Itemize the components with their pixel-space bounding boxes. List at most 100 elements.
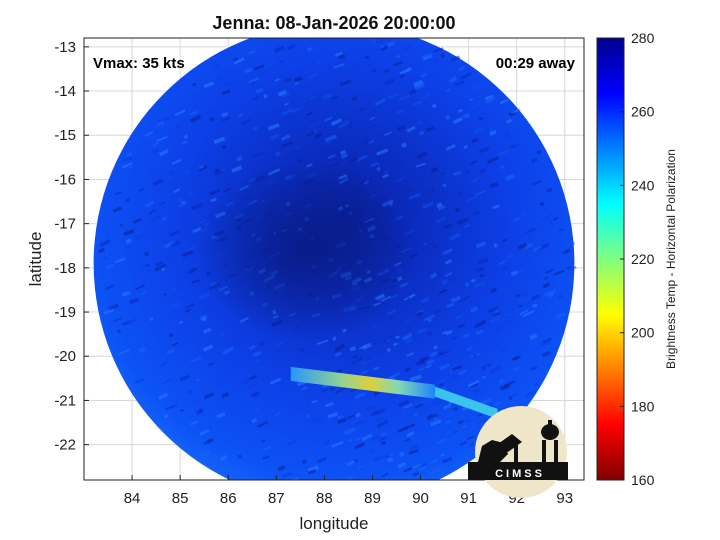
texture-cell [430, 400, 443, 406]
texture-cell [519, 295, 532, 303]
texture-cell [105, 263, 115, 270]
texture-cell [169, 229, 180, 237]
texture-cell [418, 462, 428, 468]
texture-cell [178, 202, 187, 208]
texture-cell [436, 437, 447, 445]
texture-cell [277, 89, 287, 97]
texture-cell [502, 238, 508, 243]
texture-cell [499, 383, 511, 391]
texture-cell [323, 439, 331, 446]
texture-cell [464, 282, 470, 288]
texture-cell [419, 296, 430, 304]
texture-cell [281, 140, 293, 148]
texture-cell [469, 98, 474, 102]
texture-cell [379, 351, 390, 359]
texture-cell [221, 112, 229, 118]
texture-cell [418, 366, 425, 372]
texture-cell [173, 188, 181, 194]
texture-cell [464, 419, 472, 423]
texture-cell [316, 339, 329, 346]
texture-cell [429, 468, 440, 476]
texture-cell [375, 38, 387, 45]
texture-cell [466, 260, 477, 267]
texture-cell [215, 381, 221, 386]
y-tick-label: -19 [54, 304, 76, 321]
texture-cell [398, 451, 405, 458]
texture-cell [376, 419, 389, 428]
texture-cell [277, 465, 286, 472]
texture-cell [280, 133, 291, 142]
texture-cell [423, 314, 435, 322]
texture-cell [413, 413, 418, 416]
texture-cell [376, 148, 389, 156]
texture-cell [457, 419, 464, 425]
texture-cell [470, 306, 479, 313]
warm-core [195, 160, 416, 341]
texture-cell [109, 239, 122, 246]
texture-cell [190, 356, 202, 363]
texture-cell [383, 68, 390, 74]
texture-cell [353, 355, 358, 359]
texture-cell [191, 202, 204, 211]
texture-cell [489, 129, 497, 137]
texture-cell [368, 449, 375, 454]
texture-cell [225, 422, 236, 428]
texture-cell [149, 215, 162, 223]
texture-cell [380, 431, 388, 437]
texture-cell [262, 455, 270, 460]
texture-cell [221, 392, 229, 398]
texture-cell [244, 67, 253, 74]
texture-cell [370, 68, 377, 74]
texture-cell [177, 196, 184, 203]
texture-cell [536, 149, 542, 155]
texture-cell [248, 76, 260, 84]
texture-cell [471, 137, 479, 143]
texture-cell [132, 218, 142, 224]
texture-cell [498, 260, 507, 265]
texture-cell [454, 80, 465, 87]
texture-cell [433, 47, 444, 53]
texture-cell [179, 290, 187, 296]
texture-cell [294, 144, 304, 151]
texture-cell [159, 361, 167, 367]
texture-cell [129, 165, 134, 170]
texture-cell [114, 257, 126, 264]
texture-cell [399, 68, 410, 75]
texture-cell [402, 43, 413, 52]
texture-cell [512, 142, 521, 148]
texture-cell [169, 301, 181, 309]
texture-cell [431, 103, 437, 109]
texture-cell [121, 215, 130, 222]
texture-cell [341, 153, 348, 159]
texture-cell [202, 155, 211, 162]
texture-cell [123, 229, 135, 236]
texture-cell [531, 157, 538, 164]
texture-cell [147, 271, 154, 277]
texture-cell [548, 220, 553, 225]
texture-cell [493, 243, 498, 248]
texture-cell [207, 362, 215, 367]
texture-cell [327, 154, 336, 159]
texture-cell [521, 292, 529, 298]
texture-cell [489, 316, 501, 324]
texture-cell [120, 315, 126, 320]
texture-cell [114, 191, 122, 196]
texture-cell [338, 358, 344, 362]
texture-cell [508, 174, 513, 179]
texture-cell [491, 312, 501, 317]
texture-cell [182, 250, 194, 258]
texture-cell [413, 98, 421, 103]
texture-cell [109, 319, 121, 326]
texture-cell [364, 55, 370, 60]
texture-cell [355, 412, 361, 418]
texture-cell [129, 297, 140, 305]
texture-cell [280, 91, 291, 98]
colorbar-tick-label: 260 [631, 104, 655, 120]
texture-cell [470, 160, 478, 165]
texture-cell [349, 346, 357, 352]
texture-cell [311, 399, 318, 404]
texture-cell [331, 95, 338, 100]
texture-cell [558, 227, 564, 232]
texture-cell [370, 161, 380, 168]
texture-cell [252, 125, 259, 132]
